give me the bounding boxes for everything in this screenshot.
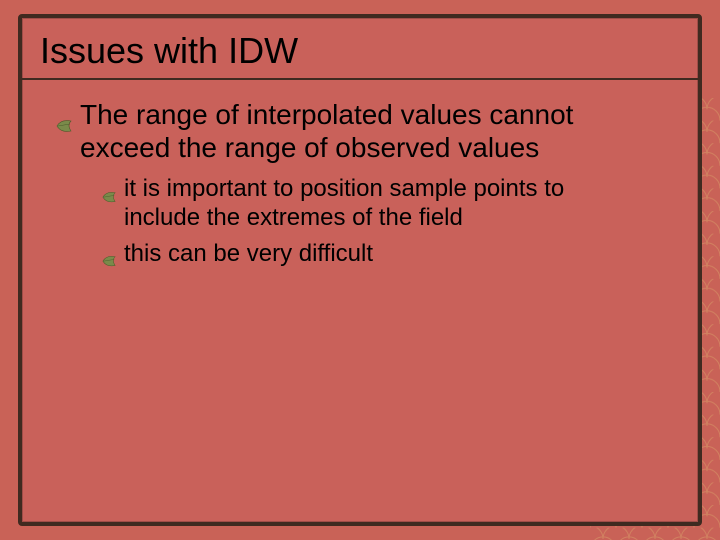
bullet-text: it is important to position sample point… <box>124 175 564 231</box>
leaf-bullet-icon <box>102 181 116 193</box>
leaf-bullet-icon <box>102 246 116 258</box>
slide-panel: Issues with IDW The range of interpolate… <box>18 14 702 526</box>
slide: Issues with IDW The range of interpolate… <box>0 0 720 540</box>
slide-body: The range of interpolated values cannot … <box>22 98 698 268</box>
list-item: this can be very difficult <box>102 239 640 268</box>
bullet-text: The range of interpolated values cannot … <box>80 99 573 163</box>
bullet-text: this can be very difficult <box>124 240 373 267</box>
list-item: The range of interpolated values cannot … <box>56 98 680 268</box>
leaf-bullet-icon <box>56 107 72 121</box>
bullet-list-level2: it is important to position sample point… <box>102 174 640 268</box>
list-item: it is important to position sample point… <box>102 174 640 233</box>
slide-title: Issues with IDW <box>22 18 698 80</box>
bullet-list-level1: The range of interpolated values cannot … <box>56 98 680 268</box>
